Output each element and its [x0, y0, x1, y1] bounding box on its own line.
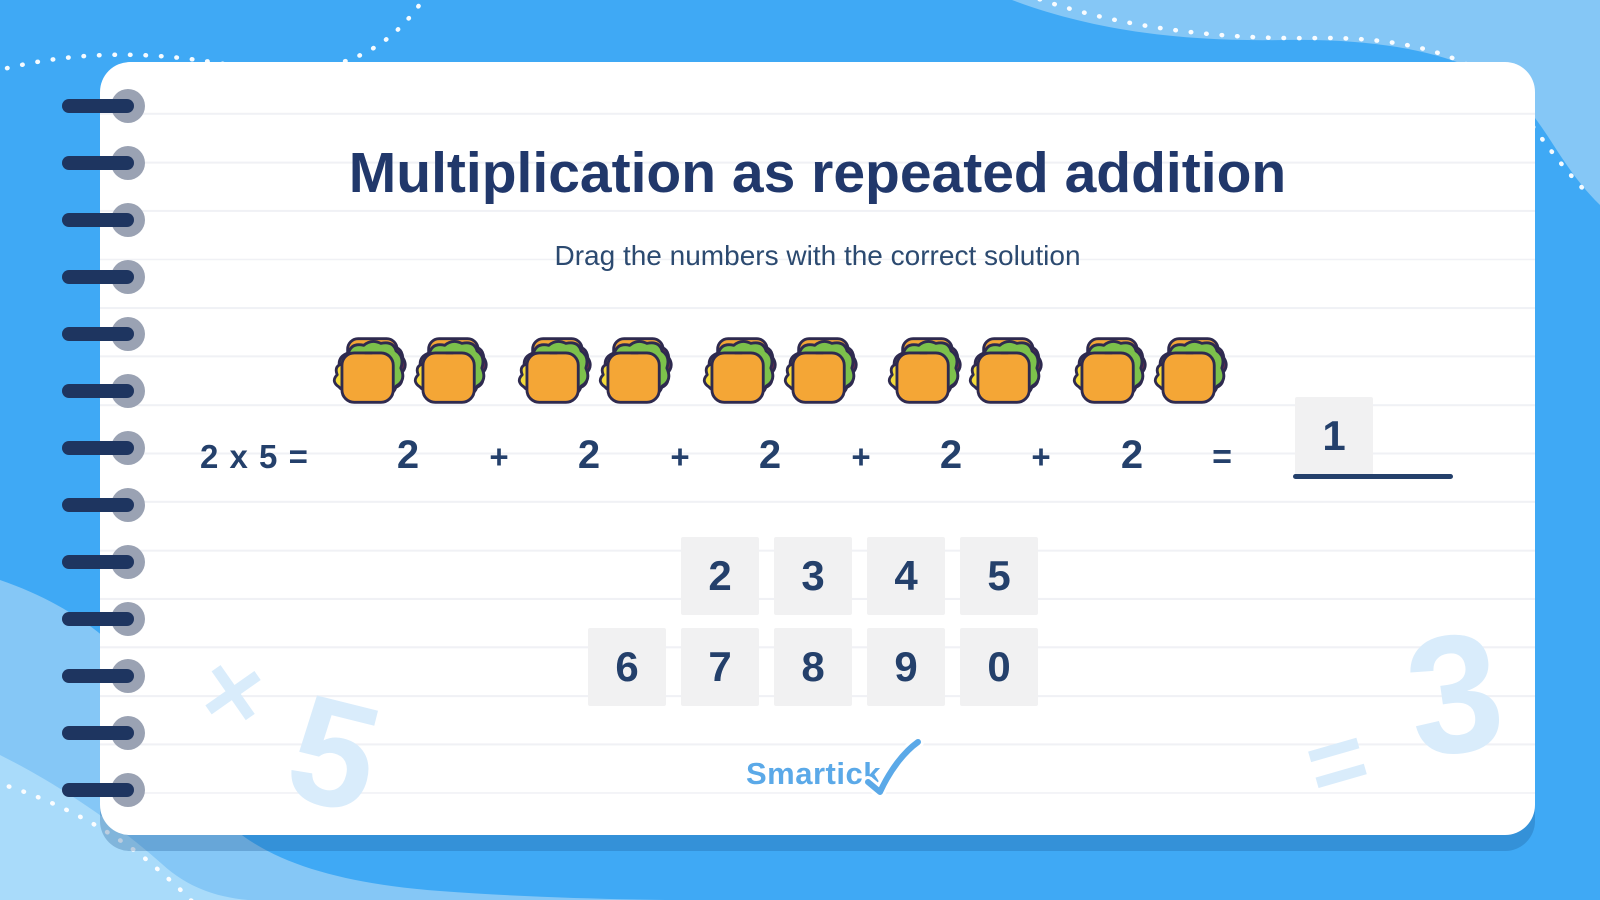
notebook-page: × 5 = 3 Multiplication as repeated addit… [100, 62, 1535, 835]
binding-ring [62, 374, 152, 408]
binding-ring [62, 602, 152, 636]
addend: 2 [1120, 433, 1144, 477]
addend: 2 [577, 433, 601, 477]
sandwich-group [887, 332, 1044, 408]
number-tile[interactable]: 9 [867, 628, 945, 706]
binding-ring [62, 716, 152, 750]
sandwich-group [332, 332, 489, 408]
number-tile[interactable]: 6 [588, 628, 666, 706]
ring-bar [62, 99, 134, 113]
sandwich-icon [1072, 332, 1148, 408]
ring-bar [62, 327, 134, 341]
number-tile[interactable]: 7 [681, 628, 759, 706]
ring-bar [62, 783, 134, 797]
plus-sign: + [489, 438, 509, 475]
number-tile[interactable]: 0 [960, 628, 1038, 706]
sandwich-icon [598, 332, 674, 408]
ring-bar [62, 441, 134, 455]
sandwich-icon [783, 332, 859, 408]
equals-sign: = [1212, 438, 1232, 476]
binding-ring [62, 773, 152, 807]
plus-sign: + [1031, 438, 1051, 475]
ring-bar [62, 555, 134, 569]
addend: 2 [396, 433, 420, 477]
ring-bar [62, 270, 134, 284]
watermark-number-5: 5 [272, 661, 396, 835]
instruction-text: Drag the numbers with the correct soluti… [554, 240, 1081, 271]
binding-ring [62, 659, 152, 693]
binding-ring [62, 488, 152, 522]
binding-ring [62, 146, 152, 180]
smartick-logo: Smartick [744, 736, 924, 798]
sandwich-icon [968, 332, 1044, 408]
watermark-number-3: 3 [1395, 594, 1515, 794]
sandwich-icon [413, 332, 489, 408]
number-tile[interactable]: 3 [774, 537, 852, 615]
answer-dropped-tile[interactable]: 1 [1295, 397, 1373, 475]
dotted-arc-bottom-left [0, 781, 194, 900]
ring-bar [62, 384, 134, 398]
ring-bar [62, 156, 134, 170]
problem-label: 2 x 5 = [200, 438, 309, 475]
binding-ring [62, 89, 152, 123]
number-tile[interactable]: 4 [867, 537, 945, 615]
smartick-logo-text: Smartick [746, 756, 881, 791]
answer-blank-line[interactable] [1293, 474, 1453, 479]
binding-ring [62, 431, 152, 465]
sandwich-icon [517, 332, 593, 408]
binding-ring [62, 260, 152, 294]
ring-bar [62, 498, 134, 512]
number-tile[interactable]: 8 [774, 628, 852, 706]
sandwich-icon [332, 332, 408, 408]
sandwich-group [702, 332, 859, 408]
plus-sign: + [670, 438, 690, 475]
binding-ring [62, 545, 152, 579]
plus-sign: + [851, 438, 871, 475]
smartick-swoosh-icon [865, 739, 921, 795]
sandwich-group [517, 332, 674, 408]
sandwich-group [1072, 332, 1229, 408]
watermark-times-icon: × [194, 631, 272, 753]
addend: 2 [939, 433, 963, 477]
sandwich-icon [887, 332, 963, 408]
ring-bar [62, 213, 134, 227]
ring-bar [62, 669, 134, 683]
number-tile[interactable]: 5 [960, 537, 1038, 615]
addend: 2 [758, 433, 782, 477]
sandwich-icon [1153, 332, 1229, 408]
watermark-equals-icon: = [1293, 700, 1381, 824]
ring-bar [62, 726, 134, 740]
wave-top-right [1012, 0, 1600, 205]
ring-bar [62, 612, 134, 626]
page-title: Multiplication as repeated addition [348, 141, 1287, 205]
sandwich-icon [702, 332, 778, 408]
binding-ring [62, 203, 152, 237]
number-tile[interactable]: 2 [681, 537, 759, 615]
binding-ring [62, 317, 152, 351]
